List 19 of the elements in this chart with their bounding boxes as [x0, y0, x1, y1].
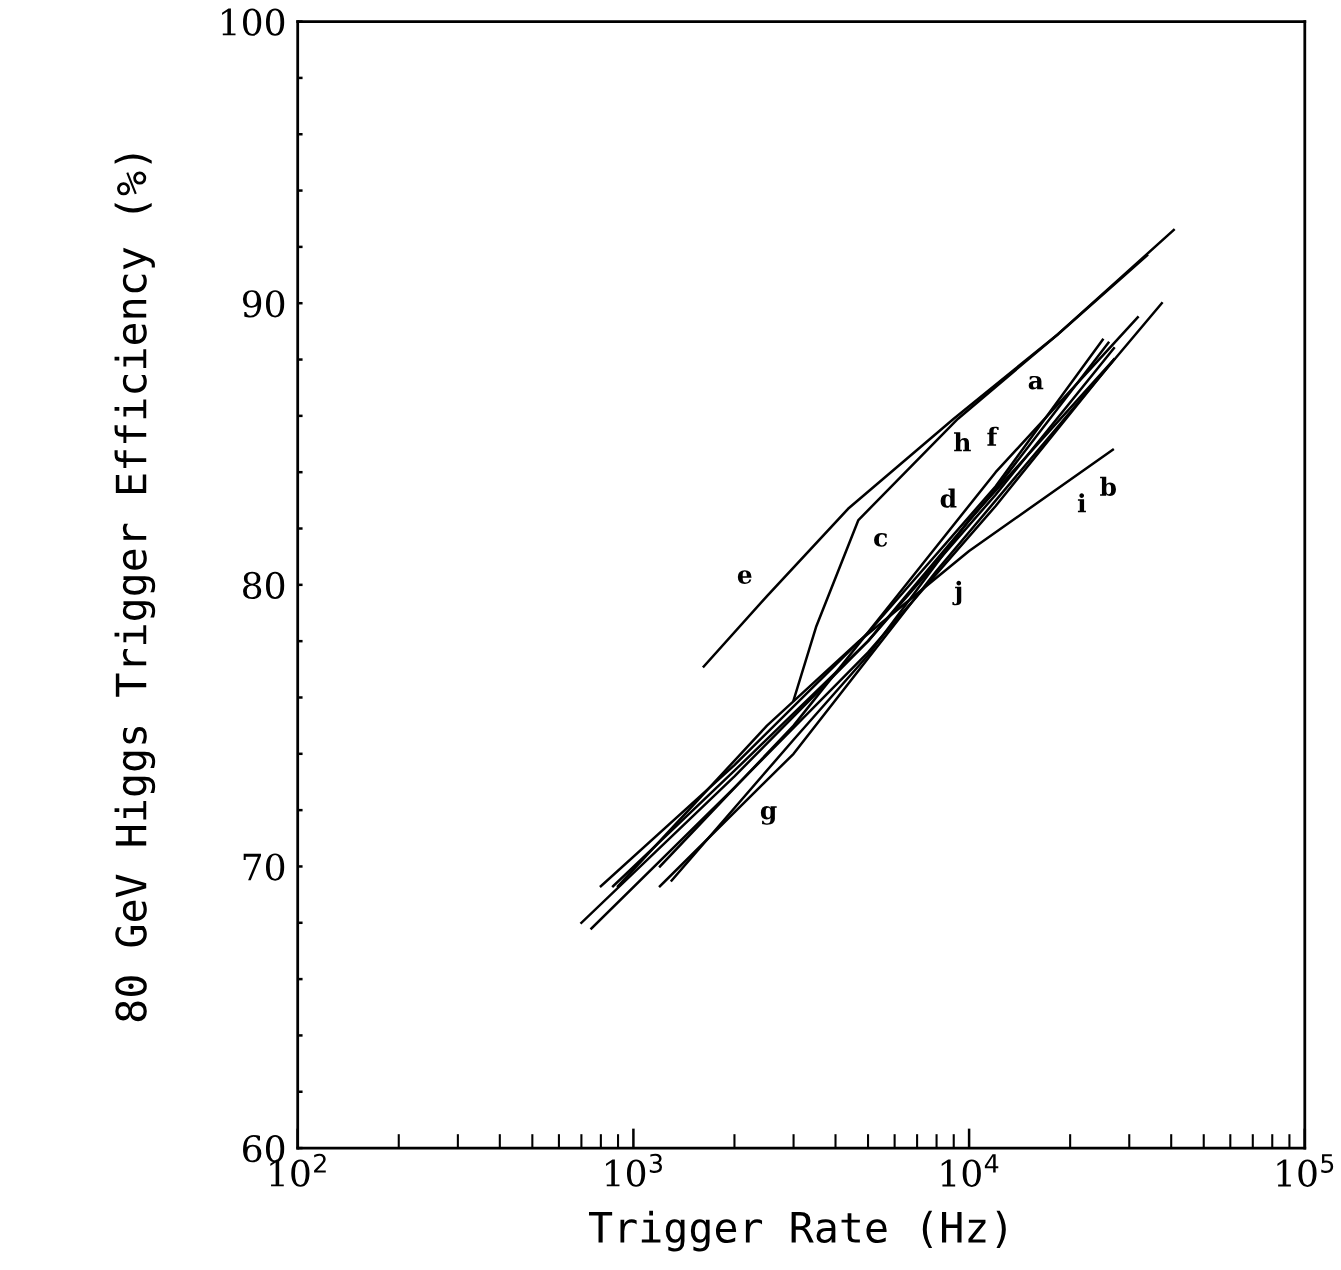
annotation: f — [987, 426, 999, 446]
annotation: b — [1100, 476, 1116, 497]
x-axis-title: Trigger Rate (Hz) — [588, 1210, 1006, 1252]
annotation: i — [1077, 493, 1086, 513]
x-tick-label: 10$^{5}$ — [1277, 1154, 1334, 1187]
annotation: d — [940, 488, 957, 508]
x-tick-label: 10$^{4}$ — [941, 1154, 999, 1187]
annotation: c — [874, 533, 888, 547]
annotation: j — [952, 580, 962, 606]
x-tick-label: 10$^{3}$ — [606, 1153, 662, 1187]
y-tick-label: 100 — [222, 8, 285, 36]
annotation: g — [760, 805, 777, 825]
y-tick-label: 70 — [243, 853, 285, 881]
y-axis-title: 80 GeV Higgs Trigger Efficiency (%) — [114, 154, 156, 1022]
annotation: a — [1028, 375, 1044, 390]
y-tick-label: 90 — [242, 290, 285, 318]
y-tick-label: 80 — [243, 571, 285, 600]
annotation: e — [737, 570, 752, 584]
annotation: h — [954, 432, 971, 452]
